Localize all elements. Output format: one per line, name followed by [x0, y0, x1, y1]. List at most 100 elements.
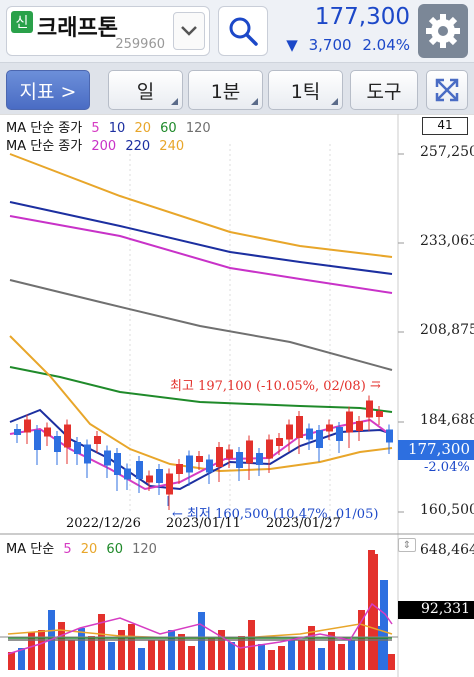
ma220-line — [9, 201, 393, 275]
period-tick-button[interactable]: 1틱 — [268, 70, 343, 110]
candle-body — [196, 456, 203, 462]
candle-body — [286, 424, 293, 440]
volume-bar — [128, 624, 135, 670]
candle-body — [376, 411, 383, 417]
ma60-line — [9, 366, 393, 413]
stock-code: 259960 — [115, 37, 165, 52]
ma20-label: 20 — [134, 121, 152, 136]
ma-legend-2: MA 단순 종가 200 220 240 — [6, 135, 189, 154]
volume-bar — [328, 632, 335, 670]
volume-bar — [18, 648, 25, 670]
vol-ma20-label: 20 — [80, 542, 98, 557]
indicator-button[interactable]: 지표 > — [6, 70, 90, 110]
price-volume-chart[interactable] — [0, 114, 474, 677]
volume-bar — [228, 642, 235, 670]
volume-bar — [168, 630, 175, 670]
current-volume-marker: 92,331 — [398, 601, 474, 619]
candle-body — [14, 429, 21, 435]
volume-bar — [178, 634, 185, 670]
volume-bar — [108, 642, 115, 670]
stock-dropdown-button[interactable] — [173, 12, 205, 50]
volume-bar — [278, 646, 285, 670]
ma5-label: 5 — [91, 121, 100, 136]
candle-body — [176, 464, 183, 474]
vol-ma60-label: 60 — [106, 542, 123, 557]
candle-body — [236, 452, 243, 468]
y-tick-label: 160,500 — [420, 502, 474, 518]
volume-bar-peak — [370, 554, 378, 670]
tools-label: 도구 — [366, 80, 402, 103]
volume-ma-label: MA 단순 — [6, 542, 55, 557]
volume-bar — [88, 636, 95, 670]
vol-ma5-line — [7, 602, 393, 655]
period-day-button[interactable]: 일 — [108, 70, 183, 110]
period-minute-button[interactable]: 1분 — [188, 70, 263, 110]
chevron-down-icon — [181, 26, 197, 36]
candle-body — [44, 427, 51, 437]
candle-body — [166, 473, 173, 495]
candle-count-box[interactable]: 41 — [422, 117, 468, 135]
day-label: 일 — [136, 80, 155, 103]
volume-bar — [58, 622, 65, 670]
volume-bar — [38, 630, 45, 670]
ma200-line — [9, 215, 393, 294]
volume-bar-last — [380, 580, 388, 670]
volume-max-label: 648,464 — [420, 542, 474, 558]
candle-body — [296, 416, 303, 438]
tick-label: 1틱 — [290, 80, 321, 103]
tools-button[interactable]: 도구 — [350, 70, 418, 110]
candle-body — [306, 428, 313, 440]
candle-body — [24, 419, 31, 433]
candle-body — [356, 421, 363, 431]
ma-legend-label: MA 단순 종가 — [6, 121, 83, 136]
low-annotation: ← 최저 160,500 (10.47%, 01/05) — [172, 507, 379, 522]
volume-bar — [298, 640, 305, 670]
chart-toolbar: 지표 > 일 1분 1틱 도구 — [0, 62, 474, 114]
volume-bar — [238, 636, 245, 670]
ma220-label: 220 — [125, 139, 151, 154]
vol-ma120-label: 120 — [132, 542, 157, 557]
vol-ma5-label: 5 — [63, 542, 72, 557]
volume-bar — [288, 640, 295, 670]
volume-resize-handle[interactable]: ⇕ — [398, 538, 416, 552]
ma120-label: 120 — [185, 121, 211, 136]
change-percent: 2.04% — [362, 36, 410, 54]
candle-body — [326, 424, 333, 432]
volume-bar — [218, 630, 225, 670]
search-button[interactable] — [218, 6, 268, 56]
candle-body — [146, 475, 153, 483]
volume-bar — [68, 640, 75, 670]
chart-area[interactable]: MA 단순 종가 5 10 20 60 120 MA 단순 종가 200 220… — [0, 114, 474, 677]
candle-body — [226, 449, 233, 459]
volume-bar — [248, 620, 255, 670]
header-bar: 신 크래프톤 259960 177,300 ▼ 3,700 2.04% — [0, 0, 474, 62]
volume-bar — [198, 612, 205, 670]
candle-body — [136, 461, 143, 479]
volume-bar — [338, 644, 345, 670]
volume-bar — [78, 628, 85, 670]
candle-body — [266, 439, 273, 459]
ma10-label: 10 — [108, 121, 126, 136]
candle-body — [256, 453, 263, 465]
volume-bar — [118, 630, 125, 670]
high-annotation: 최고 197,100 (-10.05%, 02/08) → — [170, 379, 381, 394]
candle-body — [124, 468, 131, 480]
stock-selector[interactable]: 신 크래프톤 259960 — [6, 6, 210, 56]
candle-body — [114, 453, 121, 475]
x-date-label: 2023/01/27 — [266, 516, 341, 531]
ma20-line — [9, 335, 393, 473]
expand-icon — [435, 78, 459, 102]
candle-body — [84, 444, 91, 464]
candle-body — [64, 424, 71, 448]
y-tick-label: 184,688 — [420, 412, 474, 428]
fullscreen-button[interactable] — [426, 70, 468, 110]
candle-body — [186, 455, 193, 473]
current-pct-marker: -2.04% — [424, 460, 470, 475]
ma240-label: 240 — [159, 139, 185, 154]
candle-body — [94, 436, 101, 444]
volume-bar — [98, 614, 105, 670]
candle-body — [74, 442, 81, 454]
ma60-label: 60 — [160, 121, 177, 136]
settings-button[interactable] — [418, 4, 468, 58]
volume-bar — [268, 650, 275, 670]
